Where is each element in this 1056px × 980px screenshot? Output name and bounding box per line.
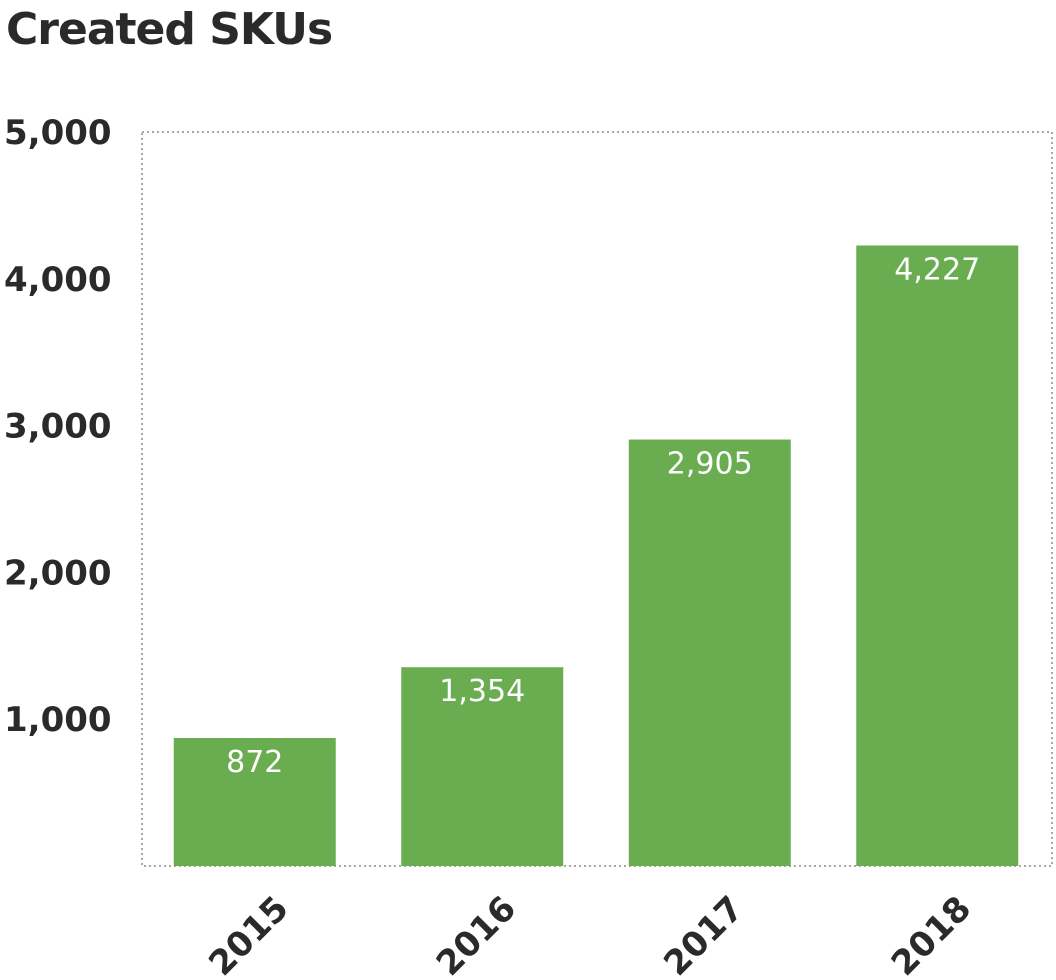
y-tick-label: 3,000: [4, 407, 112, 447]
plot-frame: [141, 131, 1053, 867]
bar-2015: [173, 737, 336, 866]
x-axis-labels: 2015 2016 2017 2018: [201, 889, 979, 980]
data-label: 1,354: [439, 674, 525, 709]
y-axis-ticks: 1,000 2,000 3,000 4,000 5,000: [4, 113, 112, 740]
chart-title: Created SKUs: [6, 4, 333, 55]
y-tick-label: 4,000: [4, 260, 112, 300]
y-tick-label: 1,000: [4, 700, 112, 740]
data-label: 4,227: [894, 252, 980, 287]
x-tick-label: 2018: [884, 889, 979, 980]
x-tick-label: 2015: [201, 889, 296, 980]
y-tick-label: 5,000: [4, 113, 112, 153]
data-labels: 872 1,354 2,905 4,227: [226, 252, 980, 780]
bar-2017: [628, 439, 791, 866]
x-tick-label: 2017: [656, 889, 751, 980]
x-tick-label: 2016: [429, 889, 524, 980]
bars: [173, 245, 1019, 867]
data-label: 872: [226, 745, 283, 780]
data-label: 2,905: [667, 447, 753, 482]
y-tick-label: 2,000: [4, 553, 112, 593]
bar-2016: [401, 667, 564, 866]
bar-2018: [856, 245, 1019, 867]
